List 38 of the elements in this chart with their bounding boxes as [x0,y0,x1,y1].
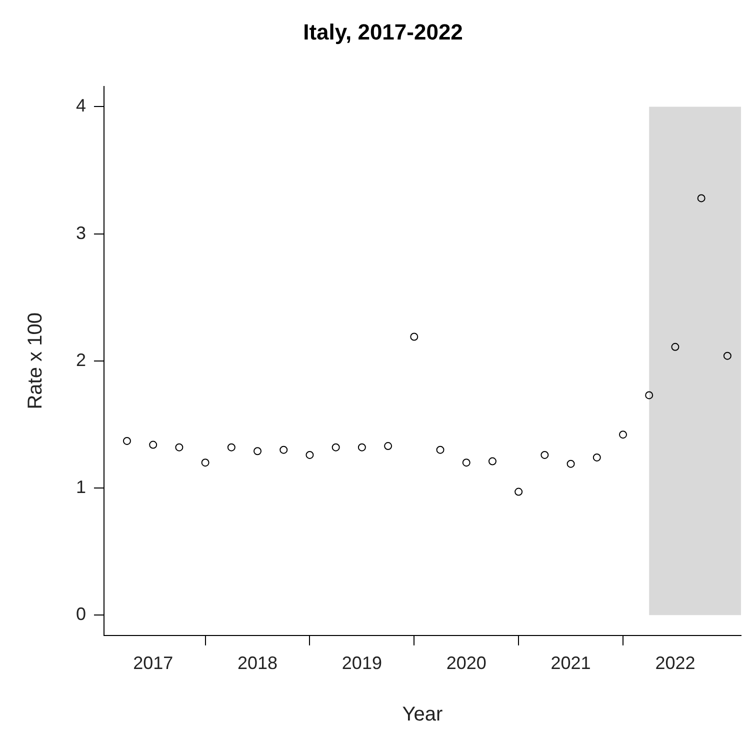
point [306,450,314,459]
point [175,443,184,452]
point [436,446,444,454]
x-tick-label: 2018 [237,653,278,674]
y-axis-title: Rate x 100 [24,312,47,410]
x-tick-label: 2021 [550,653,591,674]
y-tick-label: 1 [76,476,86,497]
point [280,446,288,454]
x-tick-label: 2017 [133,653,174,674]
point [462,458,470,467]
point [697,194,706,202]
y-tick-label: 3 [76,222,86,243]
point [540,450,549,459]
point [488,457,496,466]
point [358,443,366,452]
point [122,436,131,445]
point [671,342,680,351]
point [514,488,523,496]
point [410,332,418,341]
point [645,391,654,400]
point [149,440,158,449]
y-tick-label: 0 [76,604,86,624]
point [723,352,732,360]
y-tick-label: 4 [76,96,86,116]
point [619,430,627,439]
point [254,447,262,456]
x-axis-title: Year [402,704,444,726]
point [566,460,575,468]
point [201,458,210,467]
x-tick-label: 2019 [342,653,382,674]
x-tick-label: 2022 [655,653,696,674]
point [592,453,601,462]
y-tick-label: 2 [76,350,86,370]
x-tick-label: 2020 [446,653,486,674]
point [332,443,340,452]
point [227,443,236,452]
chart-title: Italy, 2017-2022 [303,19,463,44]
point [384,442,392,450]
